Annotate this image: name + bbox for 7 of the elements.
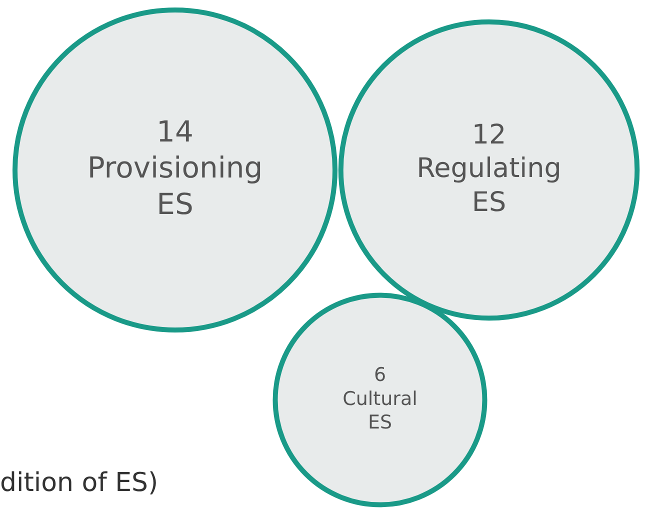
category-label: Cultural ES bbox=[342, 388, 418, 434]
data-label: 14 bbox=[156, 114, 194, 148]
data-label: 6 bbox=[374, 364, 386, 386]
data-label: 12 bbox=[472, 119, 506, 150]
text: dition of ES) bbox=[0, 468, 158, 498]
category-label: Provisioning ES bbox=[87, 150, 263, 221]
category-label: Regulating ES bbox=[416, 153, 562, 218]
